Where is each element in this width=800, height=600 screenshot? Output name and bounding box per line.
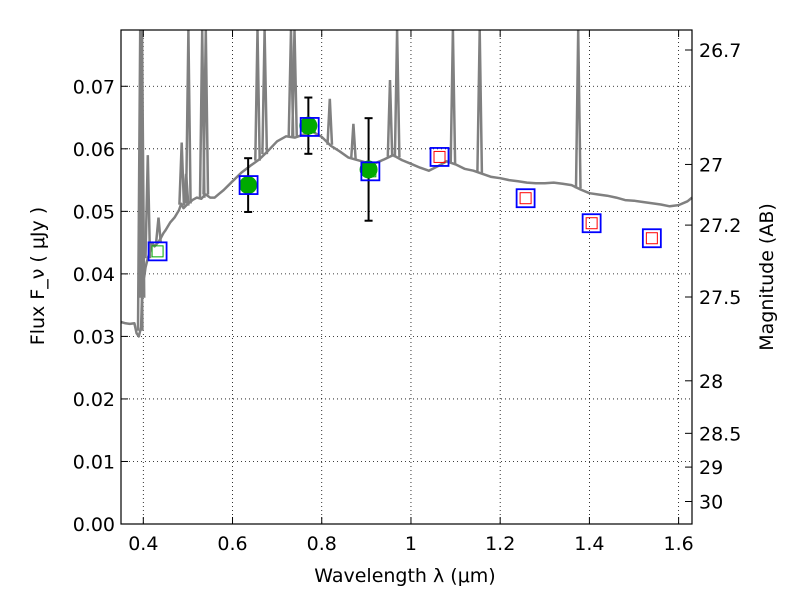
emission-line-spike bbox=[178, 142, 186, 205]
y-tick-label: 0.06 bbox=[73, 139, 115, 161]
emission-line-spike bbox=[144, 155, 152, 259]
emission-line-spike bbox=[393, 29, 401, 158]
emission-line-spike bbox=[154, 217, 162, 243]
emission-line-spike bbox=[202, 29, 210, 195]
right-tick-label: 27.5 bbox=[699, 287, 741, 309]
y-tick-label: 0.02 bbox=[73, 389, 115, 411]
observed-point bbox=[239, 176, 258, 195]
right-axis-ticks: 26.7 27 27.2 27.5 28 28.5 29 30 bbox=[685, 40, 741, 513]
x-tick-label: 1.4 bbox=[574, 533, 604, 555]
plot-frame bbox=[120, 29, 693, 525]
right-tick-label: 29 bbox=[699, 457, 723, 479]
model-point-inner bbox=[645, 232, 658, 245]
observed-point bbox=[359, 160, 378, 179]
emission-line-spike bbox=[326, 98, 334, 145]
y-tick-label: 0.01 bbox=[73, 451, 115, 473]
model-point-inner bbox=[519, 192, 532, 205]
x-tick-label: 1.2 bbox=[485, 533, 515, 555]
model-point bbox=[299, 117, 320, 137]
emission-line-spike bbox=[254, 29, 261, 161]
right-tick-label: 27.2 bbox=[699, 215, 741, 237]
x-tick-label: 0.6 bbox=[217, 533, 247, 555]
x-tick-label: 0.4 bbox=[128, 533, 158, 555]
model-point bbox=[429, 147, 450, 167]
x-tick-label: 1.6 bbox=[664, 533, 694, 555]
emission-line-spike bbox=[574, 29, 582, 189]
right-tick-label: 27 bbox=[699, 154, 723, 176]
x-axis-label: Wavelength λ (μm) bbox=[314, 565, 495, 587]
model-point-inner bbox=[151, 245, 164, 258]
emission-line-spike bbox=[386, 79, 394, 157]
emission-line-spike bbox=[291, 29, 299, 138]
x-tick-label: 1 bbox=[405, 533, 417, 555]
model-point-inner bbox=[303, 120, 316, 133]
model-point bbox=[147, 241, 168, 262]
y-tick-label: 0.05 bbox=[73, 201, 115, 223]
model-point bbox=[238, 175, 259, 195]
emission-line-spike bbox=[449, 29, 457, 164]
emission-line-spike bbox=[184, 29, 192, 204]
model-point bbox=[360, 161, 381, 182]
template-spectrum bbox=[120, 29, 693, 338]
right-tick-label: 30 bbox=[699, 491, 723, 513]
right-tick-label: 26.7 bbox=[699, 40, 741, 62]
model-point-inner bbox=[433, 150, 446, 163]
model-point-inner bbox=[242, 179, 255, 192]
y-tick-label: 0.00 bbox=[73, 514, 115, 536]
emission-line-spike bbox=[261, 29, 269, 155]
model-point bbox=[641, 228, 662, 249]
x-axis-ticks: 0.4 0.6 0.8 1 1.2 1.4 1.6 bbox=[128, 30, 694, 555]
emission-line-spike bbox=[476, 29, 484, 173]
right-axis-label: Magnitude (AB) bbox=[756, 203, 778, 351]
y-tick-label: 0.07 bbox=[73, 76, 115, 98]
right-tick-label: 28 bbox=[699, 371, 723, 393]
x-tick-label: 0.8 bbox=[307, 533, 337, 555]
y-axis-label: Flux F_ν ( μJy ) bbox=[27, 207, 49, 345]
model-point-inner bbox=[585, 217, 598, 230]
y-tick-label: 0.03 bbox=[73, 326, 115, 348]
model-point bbox=[515, 188, 536, 209]
template-continuum-line bbox=[120, 130, 693, 338]
model-point bbox=[581, 213, 602, 234]
model-point-inner bbox=[364, 165, 377, 178]
y-tick-label: 0.04 bbox=[73, 264, 115, 286]
emission-line-spike bbox=[349, 123, 357, 159]
right-tick-label: 28.5 bbox=[699, 423, 741, 445]
y-axis-ticks: 0.00 0.01 0.02 0.03 0.04 0.05 0.06 0.07 bbox=[73, 76, 128, 536]
model-points bbox=[147, 117, 662, 262]
